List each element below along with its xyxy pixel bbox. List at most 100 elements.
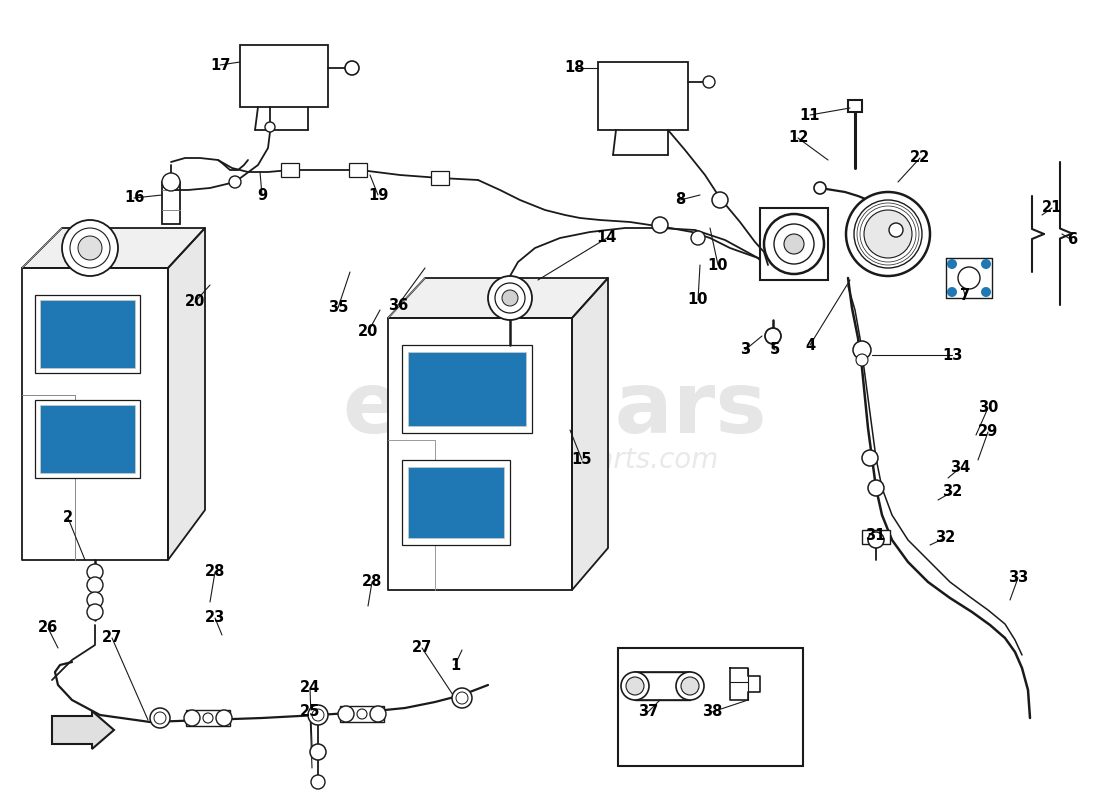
- Bar: [408, 467, 504, 538]
- Circle shape: [488, 276, 532, 320]
- Text: 17: 17: [210, 58, 230, 73]
- Circle shape: [981, 259, 991, 269]
- Circle shape: [184, 710, 200, 726]
- Circle shape: [852, 341, 871, 359]
- Circle shape: [856, 354, 868, 366]
- Circle shape: [864, 210, 912, 258]
- Polygon shape: [168, 228, 205, 560]
- Text: 2: 2: [63, 510, 73, 526]
- Circle shape: [87, 577, 103, 593]
- Bar: [40, 300, 135, 368]
- Text: 23: 23: [205, 610, 225, 626]
- Circle shape: [626, 677, 644, 695]
- Text: 28: 28: [362, 574, 382, 590]
- Bar: [35, 400, 140, 478]
- Bar: [280, 163, 299, 177]
- Text: 20: 20: [185, 294, 206, 310]
- Circle shape: [502, 290, 518, 306]
- Text: 10: 10: [707, 258, 728, 273]
- Circle shape: [947, 287, 957, 297]
- Bar: [408, 352, 526, 426]
- Circle shape: [764, 328, 781, 344]
- Circle shape: [370, 706, 386, 722]
- Polygon shape: [572, 278, 608, 590]
- Text: 29: 29: [978, 425, 998, 439]
- Bar: [431, 171, 449, 185]
- Text: 38: 38: [702, 705, 723, 719]
- Bar: [598, 62, 688, 130]
- Text: 32: 32: [942, 485, 962, 499]
- Circle shape: [676, 672, 704, 700]
- Circle shape: [712, 192, 728, 208]
- Bar: [162, 182, 180, 224]
- Circle shape: [814, 182, 826, 194]
- Circle shape: [70, 228, 110, 268]
- Bar: [402, 460, 510, 545]
- Bar: [35, 295, 140, 373]
- Circle shape: [652, 217, 668, 233]
- Text: 16: 16: [124, 190, 144, 206]
- FancyArrow shape: [52, 711, 114, 749]
- Bar: [349, 163, 367, 177]
- Text: 12: 12: [788, 130, 808, 146]
- Circle shape: [621, 672, 649, 700]
- Text: 26: 26: [37, 621, 58, 635]
- Circle shape: [495, 283, 525, 313]
- Text: 37: 37: [638, 705, 658, 719]
- Circle shape: [338, 706, 354, 722]
- Circle shape: [62, 220, 118, 276]
- Circle shape: [784, 234, 804, 254]
- Polygon shape: [388, 278, 608, 318]
- Text: 6: 6: [1067, 233, 1077, 247]
- Circle shape: [862, 450, 878, 466]
- Circle shape: [87, 564, 103, 580]
- Circle shape: [452, 688, 472, 708]
- Bar: [635, 672, 690, 700]
- Bar: [340, 706, 384, 722]
- Text: 14: 14: [597, 230, 617, 246]
- Circle shape: [229, 176, 241, 188]
- Circle shape: [358, 709, 367, 719]
- Circle shape: [87, 604, 103, 620]
- Circle shape: [691, 231, 705, 245]
- Circle shape: [681, 677, 698, 695]
- Circle shape: [162, 173, 180, 191]
- Text: 9: 9: [257, 187, 267, 202]
- Circle shape: [868, 532, 884, 548]
- Circle shape: [774, 224, 814, 264]
- Text: 11: 11: [800, 107, 821, 122]
- Bar: [618, 648, 803, 766]
- Text: 15: 15: [572, 453, 592, 467]
- Text: 18: 18: [564, 61, 585, 75]
- Polygon shape: [946, 258, 992, 298]
- Bar: [240, 45, 328, 107]
- Text: eurocars: eurocars: [343, 369, 768, 451]
- Circle shape: [846, 192, 929, 276]
- Circle shape: [889, 223, 903, 237]
- Text: 32: 32: [935, 530, 955, 546]
- Bar: [848, 100, 862, 112]
- Bar: [862, 530, 890, 544]
- Text: 5: 5: [770, 342, 780, 358]
- Text: 24: 24: [300, 681, 320, 695]
- Text: 30: 30: [978, 401, 998, 415]
- Text: 27: 27: [102, 630, 122, 646]
- Circle shape: [308, 705, 328, 725]
- Text: 13: 13: [942, 347, 962, 362]
- Circle shape: [204, 713, 213, 723]
- Text: 4: 4: [805, 338, 815, 353]
- Text: 36: 36: [388, 298, 408, 313]
- Polygon shape: [22, 268, 168, 560]
- Circle shape: [854, 200, 922, 268]
- Text: 25: 25: [300, 705, 320, 719]
- Circle shape: [947, 259, 957, 269]
- Circle shape: [703, 76, 715, 88]
- Circle shape: [154, 712, 166, 724]
- Text: 33: 33: [1008, 570, 1028, 586]
- Circle shape: [981, 287, 991, 297]
- Text: 7: 7: [960, 287, 970, 302]
- Text: 27: 27: [411, 641, 432, 655]
- Text: 21: 21: [1042, 201, 1063, 215]
- Text: 19: 19: [367, 187, 388, 202]
- Text: 3: 3: [740, 342, 750, 358]
